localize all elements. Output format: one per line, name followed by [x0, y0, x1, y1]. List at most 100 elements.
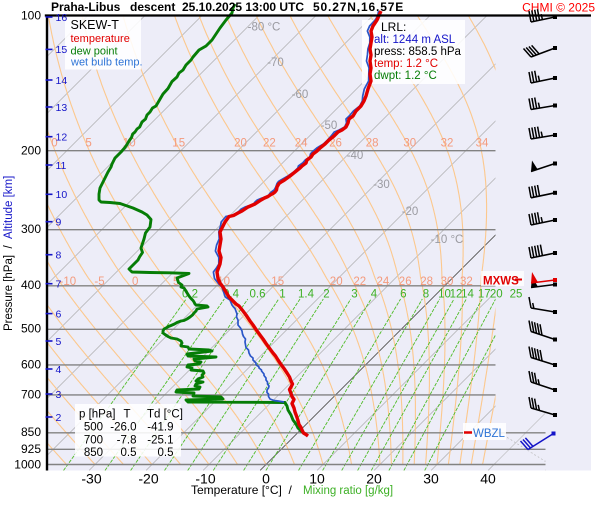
- svg-text:0.5: 0.5: [158, 447, 174, 459]
- svg-text:-70: -70: [267, 57, 284, 69]
- svg-text:SKEW-T: SKEW-T: [71, 18, 120, 32]
- svg-text:-30: -30: [81, 471, 101, 487]
- svg-text:20: 20: [490, 289, 503, 301]
- svg-text:700: 700: [21, 388, 41, 402]
- svg-text:100: 100: [21, 9, 41, 23]
- svg-text:9: 9: [56, 217, 62, 229]
- svg-text:32: 32: [441, 138, 454, 150]
- svg-text:-80 °C: -80 °C: [248, 22, 281, 34]
- svg-text:26: 26: [399, 276, 412, 288]
- svg-text:40: 40: [480, 471, 496, 487]
- svg-text:5: 5: [85, 138, 91, 150]
- svg-text:dew point: dew point: [71, 46, 118, 58]
- svg-text:-50: -50: [321, 120, 338, 132]
- svg-text:2: 2: [323, 289, 329, 301]
- svg-text:4: 4: [56, 364, 62, 376]
- svg-text:T: T: [123, 409, 130, 421]
- svg-text:400: 400: [21, 278, 41, 292]
- svg-text:200: 200: [21, 144, 41, 158]
- svg-text:25: 25: [510, 289, 523, 301]
- svg-text:0.5: 0.5: [121, 447, 137, 459]
- svg-text:-60: -60: [292, 89, 309, 101]
- svg-text:10: 10: [56, 189, 68, 201]
- svg-text:25.10.2025 13:00 UTC: 25.10.2025 13:00 UTC: [182, 0, 304, 14]
- svg-text:temperature: temperature: [71, 33, 130, 45]
- svg-text:-41.9: -41.9: [147, 422, 173, 434]
- svg-text:7: 7: [56, 279, 62, 291]
- svg-text:8: 8: [56, 250, 62, 262]
- svg-text:0: 0: [132, 276, 138, 288]
- svg-text:Praha-Libus: Praha-Libus: [51, 0, 121, 14]
- svg-text:30: 30: [441, 276, 454, 288]
- svg-text:1: 1: [279, 289, 285, 301]
- svg-text:15: 15: [172, 138, 185, 150]
- svg-text:50.27N,16.57E: 50.27N,16.57E: [313, 0, 404, 14]
- svg-text:-30: -30: [373, 179, 390, 191]
- svg-text:Mixing ratio [g/kg]: Mixing ratio [g/kg]: [303, 485, 393, 497]
- svg-text:temp: 1.2 °C: temp: 1.2 °C: [374, 58, 438, 70]
- svg-text:wet bulb temp.: wet bulb temp.: [70, 57, 143, 69]
- svg-text:10: 10: [309, 471, 325, 487]
- svg-text:1.4: 1.4: [298, 289, 315, 301]
- svg-text:600: 600: [21, 358, 41, 372]
- svg-text:6: 6: [400, 289, 406, 301]
- svg-text:26: 26: [329, 138, 342, 150]
- svg-text:30: 30: [403, 138, 416, 150]
- svg-text:20: 20: [366, 471, 382, 487]
- svg-text:-10: -10: [59, 276, 76, 288]
- svg-text:30: 30: [423, 471, 439, 487]
- svg-text:Td [°C]: Td [°C]: [147, 409, 183, 421]
- svg-text:500: 500: [21, 322, 41, 336]
- svg-text:CHMI © 2025: CHMI © 2025: [522, 1, 595, 15]
- svg-text:press: 858.5 hPa: press: 858.5 hPa: [374, 46, 462, 58]
- svg-text:20: 20: [330, 276, 343, 288]
- svg-text:2: 2: [56, 412, 62, 424]
- svg-text:28: 28: [366, 138, 379, 150]
- svg-text:22: 22: [263, 138, 276, 150]
- svg-text:descent: descent: [130, 0, 175, 14]
- svg-text:28: 28: [420, 276, 433, 288]
- svg-text:12: 12: [56, 132, 68, 144]
- svg-text:34: 34: [476, 138, 489, 150]
- svg-text:-26.0: -26.0: [110, 422, 136, 434]
- svg-text:300: 300: [21, 222, 41, 236]
- svg-text:500: 500: [84, 422, 103, 434]
- svg-text:850: 850: [21, 425, 41, 439]
- svg-text:3: 3: [351, 289, 357, 301]
- svg-text:6: 6: [56, 308, 62, 320]
- svg-text:p [hPa]: p [hPa]: [79, 409, 115, 421]
- svg-text:700: 700: [84, 435, 103, 447]
- svg-text:5: 5: [56, 336, 62, 348]
- svg-text:0: 0: [51, 138, 57, 150]
- svg-text:dwpt: 1.2 °C: dwpt: 1.2 °C: [374, 70, 437, 82]
- svg-text:-20: -20: [138, 471, 158, 487]
- svg-text:24: 24: [295, 138, 308, 150]
- svg-text:14: 14: [461, 289, 474, 301]
- svg-text:5: 5: [173, 276, 179, 288]
- svg-text:22: 22: [353, 276, 366, 288]
- svg-text:3: 3: [56, 389, 62, 401]
- svg-text:-5: -5: [94, 276, 104, 288]
- svg-text:-20: -20: [402, 206, 419, 218]
- svg-text:14: 14: [56, 75, 68, 87]
- svg-text:16: 16: [56, 12, 68, 24]
- svg-text:-10: -10: [195, 471, 215, 487]
- svg-text:15: 15: [56, 44, 68, 56]
- svg-text:17: 17: [478, 289, 491, 301]
- svg-text:20: 20: [234, 138, 247, 150]
- svg-text:Pressure [hPa] / Altitude [k: Pressure [hPa] / Altitude [km]: [3, 176, 15, 331]
- svg-text:-40: -40: [347, 150, 364, 162]
- svg-text:alt: 1244 m ASL: alt: 1244 m ASL: [374, 34, 456, 46]
- svg-text:4: 4: [371, 289, 378, 301]
- svg-text:0.6: 0.6: [250, 289, 266, 301]
- svg-text:MXWS: MXWS: [483, 276, 519, 288]
- svg-text:12: 12: [450, 289, 463, 301]
- svg-text:13: 13: [56, 102, 68, 114]
- svg-text:-10 °C: -10 °C: [431, 234, 464, 246]
- svg-text:WBZL: WBZL: [473, 428, 506, 440]
- svg-text:0: 0: [262, 471, 270, 487]
- svg-text:24: 24: [377, 276, 390, 288]
- svg-text:10: 10: [438, 289, 451, 301]
- svg-text:-7.8: -7.8: [117, 435, 137, 447]
- svg-text:32: 32: [460, 276, 473, 288]
